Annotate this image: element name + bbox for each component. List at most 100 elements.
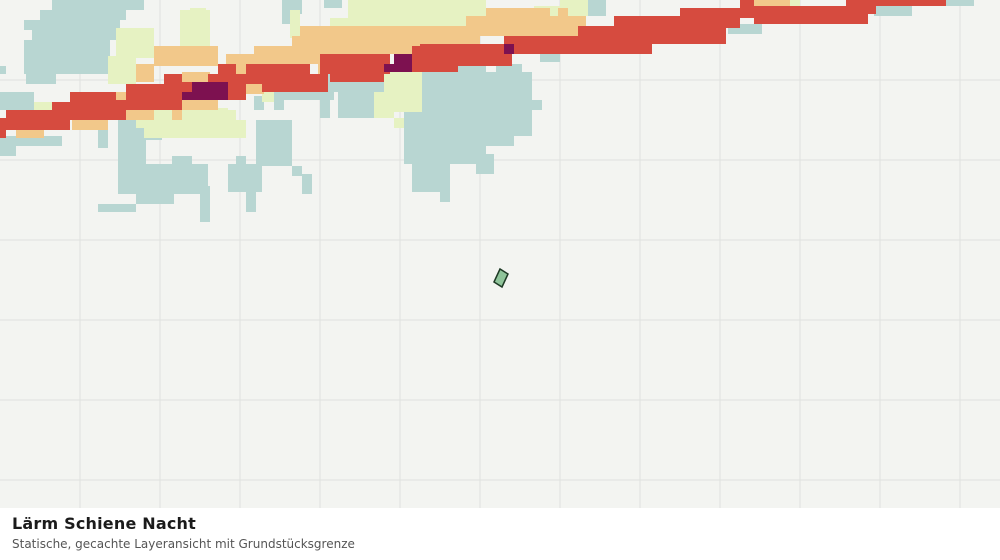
noise-cell (40, 10, 126, 20)
noise-cell (404, 136, 514, 146)
noise-cell (504, 36, 514, 46)
noise-cell (458, 64, 486, 74)
noise-cell (0, 66, 6, 74)
noise-cell (394, 118, 404, 128)
noise-cell (208, 74, 226, 84)
noise-cell (282, 14, 292, 24)
noise-cell (126, 110, 154, 120)
noise-cell (0, 136, 62, 146)
noise-cell (476, 154, 494, 174)
noise-cell (292, 166, 302, 176)
noise-cell (52, 102, 110, 120)
parcel-boundary[interactable] (493, 267, 509, 289)
noise-cell (302, 174, 312, 194)
noise-cell (504, 44, 514, 54)
noise-cell (192, 82, 228, 100)
noise-cell (190, 8, 206, 18)
noise-cell (136, 64, 154, 82)
noise-cell (52, 0, 144, 10)
noise-cell (226, 54, 256, 64)
noise-cell (284, 92, 334, 100)
noise-cell (16, 128, 44, 138)
noise-cell (522, 46, 604, 54)
noise-cell (262, 92, 274, 102)
map-subtitle: Statische, gecachte Layeransicht mit Gru… (12, 537, 355, 551)
noise-cell (154, 120, 246, 138)
noise-cell (182, 92, 192, 100)
noise-zone-low (34, 0, 800, 138)
noise-cell (540, 54, 560, 62)
noise-cell (164, 74, 182, 84)
noise-cell (274, 92, 284, 110)
noise-cell (126, 84, 182, 110)
noise-cell (330, 72, 384, 82)
noise-cell (680, 8, 740, 28)
noise-cell (98, 204, 136, 212)
noise-cell (860, 0, 876, 14)
noise-cell (740, 0, 754, 18)
noise-cell (374, 82, 384, 92)
noise-cell (320, 54, 390, 74)
noise-cell (440, 192, 450, 202)
noise-cell (200, 186, 210, 222)
noise-cell (320, 92, 330, 118)
noise-cell (262, 74, 328, 92)
noise-cell (26, 74, 56, 84)
noise-cell (578, 26, 726, 44)
noise-cell (254, 96, 264, 110)
noise-cell (946, 0, 974, 6)
noise-cell (24, 20, 120, 30)
noise-cell (532, 100, 542, 110)
noise-cell (228, 164, 262, 192)
noise-cell (0, 118, 6, 138)
noise-cell (412, 164, 450, 192)
noise-cell (116, 28, 154, 58)
noise-cell (32, 30, 118, 40)
noise-cell (420, 44, 520, 54)
noise-cell (588, 0, 606, 16)
noise-cell (324, 0, 342, 8)
noise-cell (348, 0, 486, 28)
noise-cell (524, 16, 586, 36)
noise-cell (108, 56, 136, 84)
noise-cell (136, 192, 174, 204)
noise-cell (558, 8, 568, 18)
noise-cell (226, 74, 246, 100)
noise-cell (98, 100, 126, 120)
noise-cell (172, 110, 182, 120)
noise-cell (754, 6, 868, 24)
noise-cell (154, 46, 218, 66)
noise-cell (246, 186, 256, 212)
noise-cell (256, 120, 292, 148)
noise-cell (846, 0, 946, 6)
noise-cell (256, 146, 292, 166)
noise-cell (384, 64, 394, 72)
noise-cell (496, 64, 522, 92)
noise-map[interactable] (0, 0, 1000, 508)
noise-cell (182, 100, 218, 110)
map-caption: Lärm Schiene Nacht Statische, gecachte L… (0, 508, 1000, 560)
noise-cell (614, 16, 680, 26)
map-canvas (0, 0, 1000, 508)
noise-cell (24, 60, 108, 74)
noise-cell (394, 54, 412, 72)
noise-cell (754, 0, 790, 6)
map-title: Lärm Schiene Nacht (12, 514, 196, 533)
noise-cell (236, 156, 246, 166)
noise-cell (172, 156, 192, 166)
noise-zone-highest (182, 44, 514, 100)
noise-cell (218, 64, 236, 74)
noise-cell (728, 24, 762, 34)
noise-cell (374, 92, 394, 118)
noise-cell (404, 146, 486, 164)
noise-cell (136, 118, 156, 128)
noise-cell (874, 6, 912, 16)
noise-cell (0, 92, 34, 110)
noise-cell (560, 0, 588, 10)
noise-cell (0, 146, 16, 156)
noise-cell (412, 64, 458, 72)
noise-cell (230, 64, 246, 74)
noise-cell (182, 72, 210, 82)
noise-cell (790, 0, 800, 6)
noise-cell (70, 92, 116, 102)
